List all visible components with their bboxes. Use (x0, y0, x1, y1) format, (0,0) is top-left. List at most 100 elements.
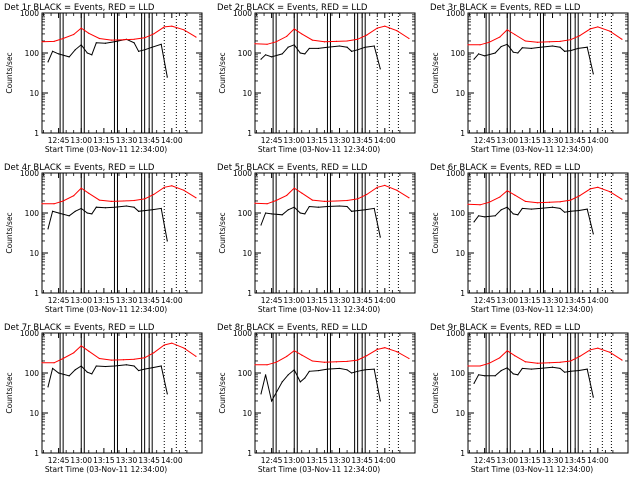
x-tick-label: 13:30 (329, 456, 351, 465)
data-point-events (477, 374, 480, 376)
y-tick-label: 1 (247, 449, 252, 458)
data-point-lld (122, 200, 125, 202)
data-point-lld (570, 39, 572, 41)
data-point-lld (254, 43, 256, 45)
y-axis-label: Counts/sec (431, 212, 440, 253)
x-tick-label: 13:45 (351, 296, 373, 305)
y-tick-label: 100 (451, 49, 466, 58)
data-point-lld (195, 355, 197, 358)
data-point-events (293, 206, 295, 208)
data-point-events (517, 52, 519, 54)
x-tick-label: 13:00 (283, 296, 305, 305)
x-tick-label: 13:00 (496, 456, 518, 465)
data-point-lld (153, 33, 155, 35)
panel-det-2: Det 2r BLACK = Events, RED = LLD 1 10 100 10… (217, 3, 416, 154)
data-point-lld (286, 194, 288, 197)
data-point-events (373, 45, 375, 47)
x-tick-label: 13:45 (564, 136, 586, 145)
data-point-lld (408, 357, 410, 360)
data-point-lld (311, 199, 313, 201)
y-axis-label: Counts/sec (431, 372, 440, 413)
data-point-lld (579, 355, 581, 358)
data-point-events (539, 46, 542, 48)
data-point-lld (346, 199, 348, 202)
y-tick-label: 10 (29, 89, 39, 98)
data-point-events (500, 369, 502, 372)
data-point-events (271, 400, 273, 402)
x-tick-label: 13:15 (519, 456, 541, 465)
data-point-lld (366, 34, 368, 36)
data-point-lld (536, 41, 539, 43)
data-point-events (473, 382, 475, 384)
data-point-lld (559, 201, 561, 203)
plot-frame (41, 332, 203, 454)
data-point-events (326, 368, 329, 370)
x-axis-label: Start Time (03-Nov-11 12:34:00) (258, 305, 380, 314)
series-line-events (473, 43, 594, 75)
data-point-events (494, 52, 496, 54)
data-point-events (304, 53, 306, 55)
x-tick-label: 13:30 (329, 296, 351, 305)
data-point-lld (597, 26, 599, 28)
data-point-events (351, 372, 353, 374)
data-point-events (559, 46, 561, 48)
series-line-lld (42, 342, 197, 364)
series-line-lld (467, 186, 623, 206)
data-point-events (521, 47, 523, 49)
panel-title: Det 2r BLACK = Events, RED = LLD (217, 3, 368, 13)
series-line-lld (468, 26, 623, 46)
data-point-lld (122, 359, 125, 361)
data-point-lld (311, 39, 313, 41)
data-point-events (113, 41, 116, 43)
data-point-lld (144, 357, 146, 359)
y-tick-label: 100 (25, 49, 40, 58)
series-line-events (473, 206, 594, 235)
data-point-events (357, 370, 359, 372)
data-point-lld (499, 357, 501, 359)
data-point-events (104, 42, 106, 44)
x-tick-label: 13:00 (496, 296, 518, 305)
data-point-lld (408, 197, 410, 199)
data-point-lld (396, 189, 398, 191)
data-point-events (260, 393, 262, 395)
y-tick-label: 10 (242, 89, 252, 98)
x-tick-label: 14:00 (587, 456, 609, 465)
data-point-lld (73, 352, 75, 354)
series-line-events (47, 205, 168, 242)
plot-frame (254, 172, 416, 294)
y-tick-label: 100 (451, 369, 466, 378)
data-point-lld (80, 27, 82, 29)
data-point-events (346, 369, 348, 371)
x-tick-label: 13:15 (306, 456, 328, 465)
data-point-events (577, 369, 579, 372)
data-point-events (551, 45, 554, 47)
data-point-events (484, 55, 486, 57)
y-tick-label: 10 (455, 89, 465, 98)
x-tick-label: 13:15 (519, 136, 541, 145)
data-point-lld (88, 192, 90, 194)
data-point-lld (506, 350, 508, 352)
data-point-events (357, 49, 359, 51)
data-point-lld (548, 41, 551, 43)
x-tick-label: 14:00 (374, 136, 396, 145)
data-point-lld (133, 199, 135, 202)
data-point-events (47, 228, 49, 230)
data-point-lld (153, 352, 155, 354)
y-tick-label: 10 (29, 249, 39, 258)
data-point-lld (408, 37, 410, 40)
data-point-lld (536, 362, 539, 364)
series-line-events (260, 367, 381, 403)
data-point-events (160, 43, 162, 45)
x-tick-label: 13:30 (116, 136, 138, 145)
y-axis-label: Counts/sec (5, 372, 14, 413)
data-point-lld (570, 199, 572, 201)
data-point-lld (286, 35, 288, 38)
y-tick-label: 1000 (233, 329, 252, 338)
data-point-lld (479, 44, 481, 46)
x-tick-label: 13:15 (93, 296, 115, 305)
data-point-events (160, 207, 162, 210)
data-point-lld (335, 200, 338, 202)
x-axis-label: Start Time (03-Nov-11 12:34:00) (471, 465, 593, 474)
data-point-lld (384, 184, 386, 186)
